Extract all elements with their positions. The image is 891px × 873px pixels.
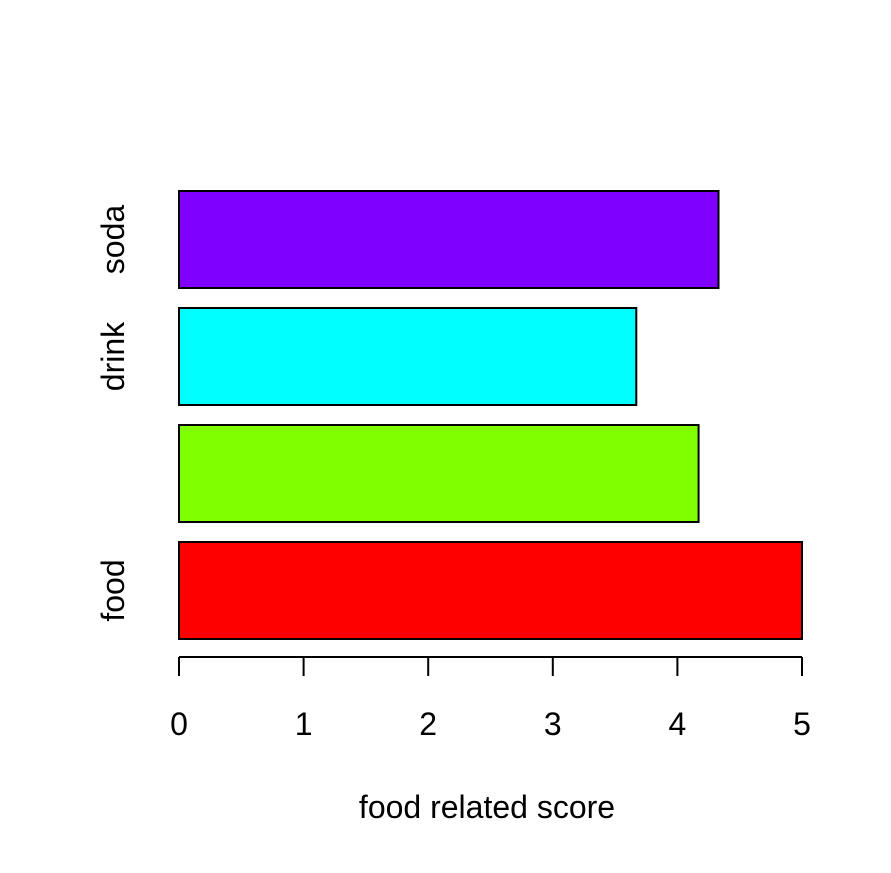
bars-group	[178, 190, 803, 640]
category-label: food	[95, 559, 131, 621]
category-labels-group: food drink soda	[95, 205, 131, 622]
x-tick-label: 3	[544, 706, 562, 742]
bar	[178, 541, 803, 640]
bar	[178, 190, 720, 289]
x-tick-label: 2	[419, 706, 437, 742]
bar	[178, 424, 700, 523]
category-label: drink	[95, 321, 131, 391]
x-tick-label: 5	[793, 706, 811, 742]
x-axis: 0 1 2 3 4 5	[170, 656, 811, 742]
x-tick-label: 1	[295, 706, 313, 742]
x-tick-label: 0	[170, 706, 188, 742]
x-ticks-group: 0 1 2 3 4 5	[170, 657, 811, 742]
x-tick-label: 4	[669, 706, 687, 742]
category-label: soda	[95, 205, 131, 275]
bar	[178, 307, 638, 406]
x-axis-title: food related score	[359, 789, 615, 825]
